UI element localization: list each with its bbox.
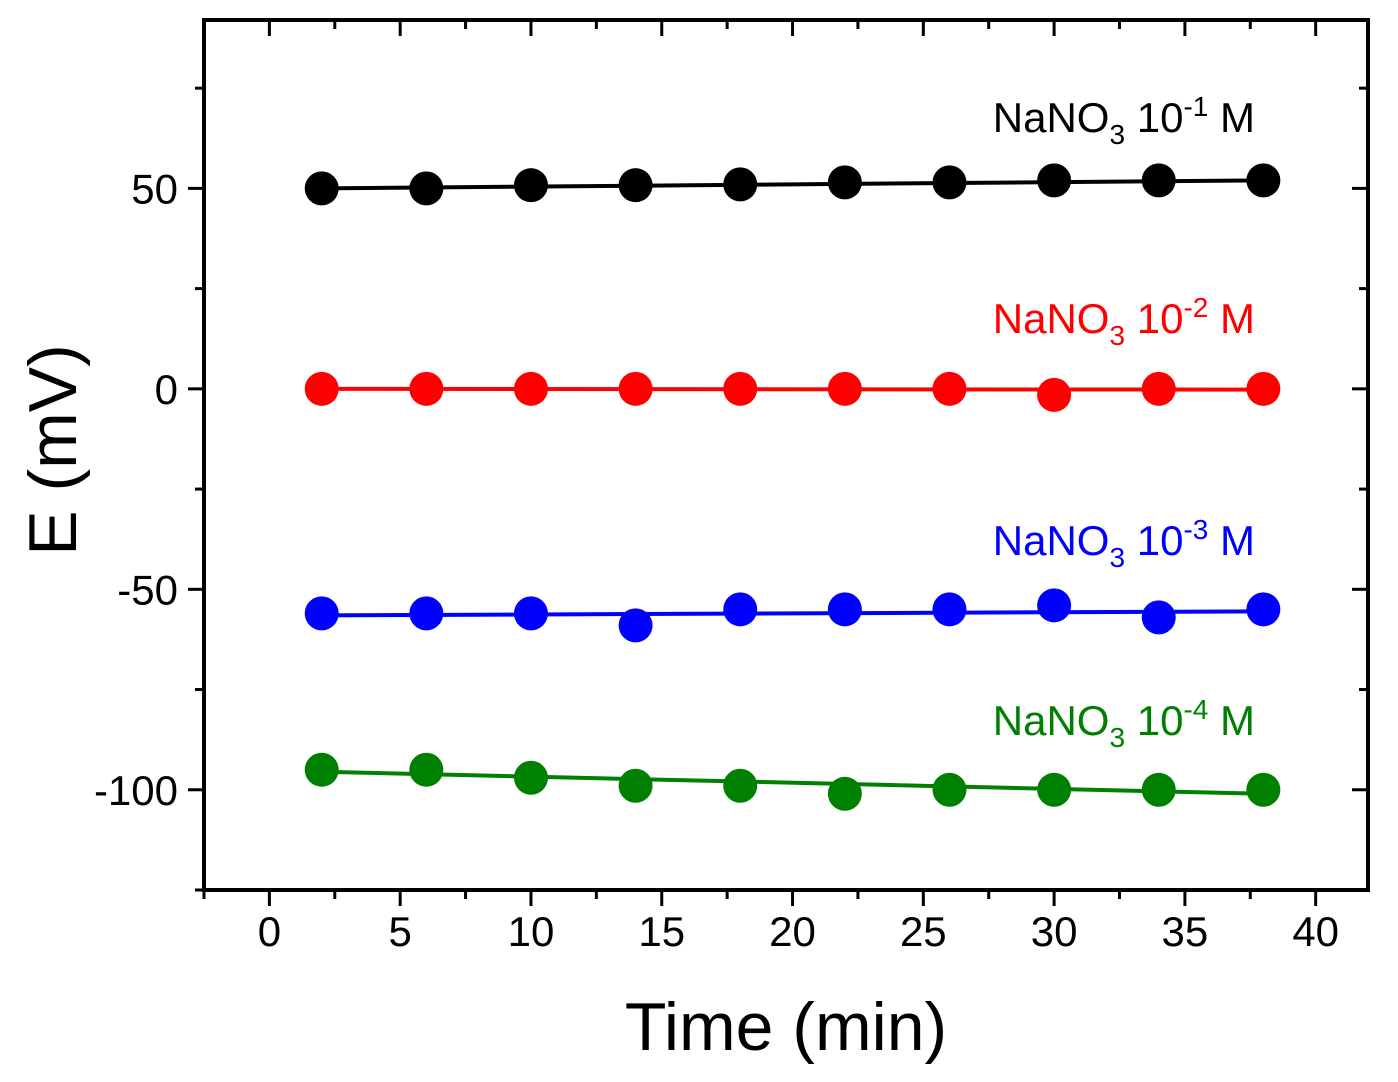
data-point bbox=[723, 371, 758, 406]
x-tick-label: 10 bbox=[508, 908, 555, 955]
series-fit-line bbox=[321, 178, 1264, 191]
data-point bbox=[304, 371, 339, 406]
series-group bbox=[304, 163, 1281, 811]
data-point bbox=[513, 760, 548, 795]
series-labels-group: NaNO3 10-1 M NaNO3 10-2 M NaNO3 10-3 M NaNO… bbox=[993, 91, 1255, 753]
x-tick-label: 40 bbox=[1292, 908, 1339, 955]
data-point bbox=[1246, 163, 1281, 198]
x-tick-label: 25 bbox=[900, 908, 947, 955]
data-point bbox=[827, 776, 862, 811]
data-point bbox=[304, 752, 339, 787]
data-point bbox=[618, 608, 653, 643]
data-point bbox=[723, 768, 758, 803]
data-point bbox=[1141, 600, 1176, 635]
data-point bbox=[409, 596, 444, 631]
data-point bbox=[1141, 163, 1176, 198]
data-point bbox=[1037, 772, 1072, 807]
x-axis-title: Time (min) bbox=[625, 989, 947, 1065]
y-tick-label: 0 bbox=[155, 366, 178, 413]
data-point bbox=[932, 165, 967, 200]
data-point bbox=[932, 592, 967, 627]
data-point bbox=[409, 752, 444, 787]
data-point bbox=[513, 596, 548, 631]
data-point bbox=[409, 171, 444, 206]
series-fit-line bbox=[321, 386, 1264, 392]
tick-labels-group: 0 5 10 15 20 25 30 35 40 -100 -50 0 50 bbox=[94, 165, 1339, 955]
data-point bbox=[827, 371, 862, 406]
y-axis-title: E (mV) bbox=[15, 344, 91, 556]
data-point bbox=[723, 167, 758, 202]
x-tick-label: 5 bbox=[389, 908, 412, 955]
data-point bbox=[304, 596, 339, 631]
data-point bbox=[1246, 772, 1281, 807]
data-point bbox=[618, 371, 653, 406]
data-point bbox=[304, 171, 339, 206]
data-point bbox=[1141, 371, 1176, 406]
data-point bbox=[618, 168, 653, 203]
series-label: NaNO3 10-3 M bbox=[993, 514, 1255, 573]
series-label: NaNO3 10-1 M bbox=[993, 91, 1255, 150]
data-point bbox=[1037, 588, 1072, 623]
data-point bbox=[513, 168, 548, 203]
data-point bbox=[827, 592, 862, 627]
x-tick-label: 20 bbox=[769, 908, 816, 955]
data-point bbox=[1246, 371, 1281, 406]
data-point bbox=[513, 371, 548, 406]
y-tick-label: 50 bbox=[131, 165, 178, 212]
data-point bbox=[932, 371, 967, 406]
y-tick-label: -100 bbox=[94, 767, 178, 814]
data-point bbox=[1037, 377, 1072, 412]
ticks-group bbox=[188, 20, 1368, 906]
data-point bbox=[723, 592, 758, 627]
x-tick-label: 0 bbox=[258, 908, 281, 955]
x-tick-label: 15 bbox=[638, 908, 685, 955]
data-point bbox=[932, 772, 967, 807]
data-point bbox=[1141, 772, 1176, 807]
series-label: NaNO3 10-2 M bbox=[993, 292, 1255, 351]
series-fit-line bbox=[321, 769, 1264, 796]
data-point bbox=[409, 371, 444, 406]
x-tick-label: 35 bbox=[1162, 908, 1209, 955]
data-point bbox=[1037, 163, 1072, 198]
data-point bbox=[618, 768, 653, 803]
y-tick-label: -50 bbox=[117, 566, 178, 613]
x-tick-label: 30 bbox=[1031, 908, 1078, 955]
plot-frame-group bbox=[202, 18, 1370, 892]
series-fit-line bbox=[321, 609, 1264, 618]
data-point bbox=[827, 165, 862, 200]
data-point bbox=[1246, 592, 1281, 627]
plot-frame bbox=[202, 18, 1370, 892]
series-label: NaNO3 10-4 M bbox=[993, 694, 1255, 753]
